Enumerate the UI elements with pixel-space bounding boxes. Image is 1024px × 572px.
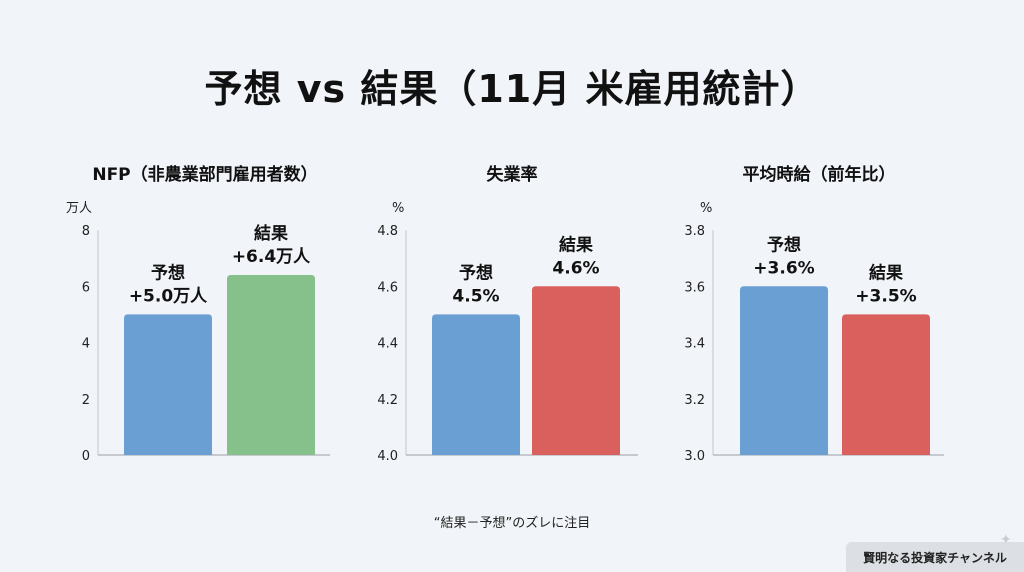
bar-label-value: 4.6% <box>552 258 599 278</box>
bar-forecast <box>432 314 520 455</box>
y-tick-label: 4.2 <box>377 393 398 408</box>
chart-title-wages: 平均時給（前年比） <box>742 165 896 185</box>
bar-label-name: 予想 <box>459 262 493 283</box>
bar-label-name: 予想 <box>767 234 801 255</box>
sparkle-icon: ✦ <box>1000 532 1012 548</box>
y-tick-label: 3.6 <box>684 280 705 295</box>
channel-badge: 賢明なる投資家チャンネル <box>846 542 1024 572</box>
bar-forecast <box>740 286 828 455</box>
y-axis-unit: % <box>700 201 712 216</box>
bar-actual <box>227 275 315 455</box>
y-tick-label: 4.8 <box>377 224 398 239</box>
chart-title-nfp: NFP（非農業部門雇用者数） <box>92 165 318 185</box>
y-tick-label: 8 <box>82 224 90 239</box>
bar-label-value: +3.5% <box>855 286 916 306</box>
y-tick-label: 3.0 <box>684 449 705 464</box>
y-tick-label: 4.0 <box>377 449 398 464</box>
y-tick-label: 2 <box>82 393 90 408</box>
y-tick-label: 6 <box>82 280 90 295</box>
bar-label-value: +5.0万人 <box>129 286 208 306</box>
y-axis-unit: 万人 <box>66 201 92 216</box>
y-axis-unit: % <box>392 201 404 216</box>
y-tick-label: 3.8 <box>684 224 705 239</box>
bar-label-value: +3.6% <box>753 258 814 278</box>
bar-label-value: 4.5% <box>452 286 499 306</box>
bar-actual <box>532 286 620 455</box>
bar-label-value: +6.4万人 <box>232 247 311 267</box>
bar-label-name: 結果 <box>559 234 593 255</box>
y-tick-label: 0 <box>82 449 90 464</box>
bar-forecast <box>124 314 212 455</box>
y-tick-label: 4 <box>82 337 90 352</box>
y-tick-label: 3.2 <box>684 393 705 408</box>
y-tick-label: 3.4 <box>684 337 705 352</box>
y-tick-label: 4.6 <box>377 280 398 295</box>
chart-title-unemployment: 失業率 <box>486 165 538 185</box>
y-tick-label: 4.4 <box>377 337 398 352</box>
bar-actual <box>842 314 930 455</box>
page-title: 予想 vs 結果（11月 米雇用統計） <box>204 67 820 111</box>
bar-label-name: 予想 <box>151 262 185 283</box>
bar-label-name: 結果 <box>869 262 903 283</box>
bar-label-name: 結果 <box>254 223 288 244</box>
footnote: “結果－予想”のズレに注目 <box>433 516 591 531</box>
